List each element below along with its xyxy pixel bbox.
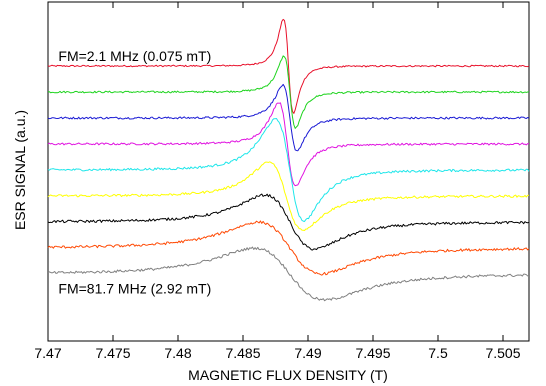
x-tick-label: 7.505 <box>485 345 520 361</box>
x-tick-label: 7.485 <box>225 345 260 361</box>
annotation-bottom: FM=81.7 MHz (2.92 mT) <box>58 281 211 297</box>
esr-trace-1 <box>47 18 530 114</box>
x-tick-label: 7.48 <box>164 345 191 361</box>
plot-frame <box>47 1 530 342</box>
esr-trace-5 <box>47 117 530 222</box>
esr-trace-4 <box>47 102 530 187</box>
x-axis-label: MAGNETIC FLUX DENSITY (T) <box>188 367 388 383</box>
x-tick-label: 7.47 <box>34 345 61 361</box>
x-tick-label: 7.475 <box>95 345 130 361</box>
esr-trace-6 <box>47 161 530 231</box>
esr-trace-2 <box>47 55 530 129</box>
esr-trace-7 <box>47 193 530 251</box>
x-tick-group: 7.47 7.475 7.48 7.485 7.49 7.495 7.5 7.505 <box>34 2 521 361</box>
esr-trace-8 <box>47 220 530 276</box>
x-tick-label: 7.5 <box>428 345 448 361</box>
y-axis-label: ESR SIGNAL (a.u.) <box>12 110 28 230</box>
esr-trace-3 <box>47 83 530 152</box>
trace-group <box>47 18 530 302</box>
x-tick-label: 7.495 <box>355 345 390 361</box>
annotation-top: FM=2.1 MHz (0.075 mT) <box>58 48 211 64</box>
esr-trace-9 <box>47 246 530 302</box>
x-tick-label: 7.49 <box>294 345 321 361</box>
